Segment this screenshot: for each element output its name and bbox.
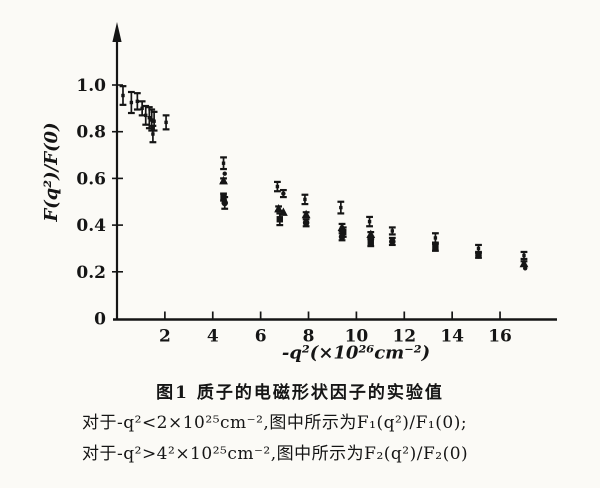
data-point-errorbar	[475, 243, 482, 254]
data-point-errorbar	[142, 104, 150, 126]
y-tick-label: 1.0	[76, 76, 106, 96]
data-point-circle	[475, 252, 482, 259]
x-tick-label: 14	[440, 327, 464, 347]
data-point-errorbar	[366, 215, 373, 228]
y-axis-title: F(q²)/F(0)	[41, 122, 62, 222]
x-axis-title: -q²(×10²⁶cm⁻²)	[282, 343, 430, 364]
data-point-circle	[338, 232, 346, 242]
data-point-circle	[302, 218, 310, 228]
data-point-triangle	[219, 175, 228, 185]
figure-caption-line2: 对于-q²>4²×10²⁵cm⁻²,图中所示为F₂(q²)/F₂(0)	[82, 444, 469, 464]
data-point-errorbar	[432, 232, 439, 244]
data-point-errorbar	[273, 180, 281, 193]
x-tick-label: 10	[345, 327, 369, 347]
data-point-errorbar	[138, 100, 146, 117]
y-axis-arrow	[112, 22, 122, 42]
data-point-dot	[222, 171, 227, 176]
data-point-errorbar	[119, 85, 127, 106]
x-tick-label: 4	[207, 327, 219, 347]
data-point-errorbar	[301, 193, 309, 206]
figure-caption-line1: 对于-q²<2×10²⁵cm⁻²,图中所示为F₁(q²)/F₁(0);	[82, 413, 468, 433]
data-point-circle	[388, 236, 396, 247]
y-tick-label: 0.6	[76, 169, 106, 189]
data-point-errorbar	[520, 250, 528, 261]
y-tick-label: 0.8	[76, 123, 106, 143]
data-point-dot	[279, 188, 287, 199]
data-point-triangle	[274, 203, 283, 213]
x-tick-label: 8	[303, 327, 315, 347]
data-point-square	[432, 242, 439, 252]
data-point-triangle	[301, 209, 311, 219]
data-point-errorbar	[150, 110, 158, 132]
x-tick-label: 16	[488, 327, 512, 347]
x-tick-label: 6	[255, 327, 267, 347]
data-point-errorbar	[337, 200, 345, 215]
data-point-errorbar	[133, 92, 141, 111]
data-point-errorbar	[220, 156, 227, 171]
figure-caption: 图1 质子的电磁形状因子的实验值 对于-q²<2×10²⁵cm⁻²,图中所示为F…	[0, 366, 600, 465]
data-point-errorbar	[149, 124, 157, 144]
data-point-triangle	[519, 258, 529, 268]
x-tick-label: 12	[392, 327, 416, 347]
x-tick-label: 2	[159, 327, 171, 347]
y-tick-label: 0.4	[76, 216, 106, 236]
data-point-errorbar	[162, 114, 170, 131]
data-point-triangle	[366, 229, 376, 239]
data-point-errorbar	[127, 90, 135, 115]
y-tick-label: 0	[94, 310, 106, 330]
data-point-circle	[221, 195, 229, 210]
data-point-square	[367, 238, 375, 248]
data-point-errorbar	[388, 226, 396, 236]
data-point-square	[276, 212, 284, 227]
figure-caption-title: 图1 质子的电磁形状因子的实验值	[156, 383, 444, 403]
y-tick-label: 0.2	[76, 263, 106, 283]
form-factor-chart: 0 0.2 0.4 0.6 0.8 1.0 2 4 6 8 10 12 14 16 F(q²)/F(0) -q…	[41, 22, 557, 364]
